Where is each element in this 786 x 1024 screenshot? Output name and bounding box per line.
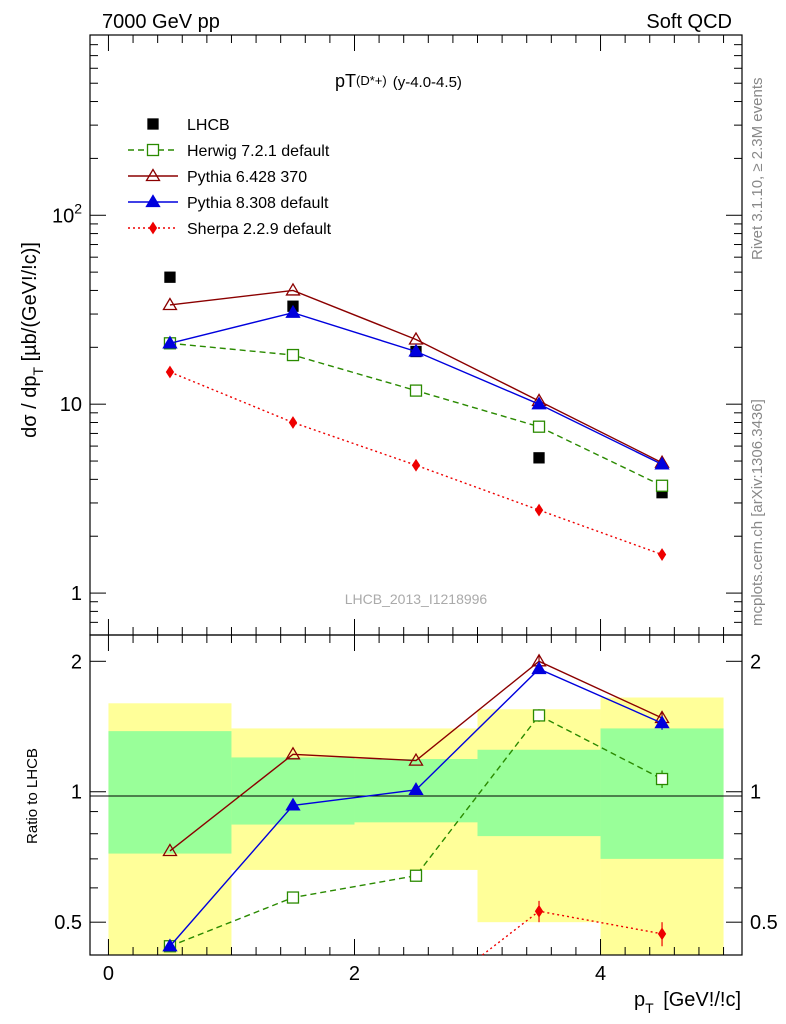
- data-point: [532, 420, 546, 433]
- rivet-label: Rivet 3.1.10, ≥ 2.3M events: [749, 78, 766, 261]
- y-tick-label: 0.5: [54, 912, 82, 934]
- ratio-series-pythia-8-308-default: [162, 661, 670, 952]
- x-tick-labels: 0 2 4: [103, 963, 606, 985]
- ratio-point: [409, 869, 423, 882]
- ratio-y-axis-label: Ratio to LHCB: [24, 748, 41, 844]
- data-point: [411, 458, 421, 472]
- data-point: [408, 343, 424, 357]
- data-point: [531, 396, 547, 410]
- ratio-point: [408, 752, 424, 766]
- y-tick-label-right: 0.5: [750, 912, 778, 934]
- ratio-point: [285, 797, 301, 811]
- y-tick-label-right: 2: [750, 651, 761, 673]
- ratio-series-sherpa-2-2-9-default: [482, 900, 667, 956]
- legend-label: LHCB: [187, 117, 230, 134]
- ratio-ticks: [90, 635, 742, 955]
- data-point: [657, 548, 667, 561]
- legend-label: Sherpa 2.2.9 default: [187, 221, 332, 238]
- legend-entry: Sherpa 2.2.9 default: [128, 221, 332, 238]
- data-point: [285, 304, 301, 318]
- title-main: pT: [335, 71, 356, 91]
- main-ticks: [90, 34, 742, 636]
- ratio-point: [162, 843, 178, 857]
- x-tick-label: 4: [595, 963, 606, 985]
- data-point: [533, 452, 545, 464]
- ratio-point: [654, 715, 670, 729]
- ratio-point: [532, 709, 546, 722]
- ratio-panel: 0.5 0.5 1 1 2 2 Ratio to LHCB 0 2 4 pT [GeV!/!c…: [24, 634, 778, 1016]
- data-point: [162, 335, 178, 349]
- ratio-frame: [89, 634, 743, 956]
- y-tick-label: 1: [71, 583, 82, 605]
- series-pythia-8-308-default: [162, 304, 670, 470]
- header-right: Soft QCD: [646, 11, 732, 33]
- ratio-point: [655, 772, 669, 786]
- data-point: [655, 479, 669, 492]
- x-tick-label: 0: [103, 963, 114, 985]
- legend-label: Herwig 7.2.1 default: [187, 143, 330, 160]
- legend-marker: [145, 194, 161, 208]
- series-line: [169, 289, 663, 464]
- data-point: [286, 348, 300, 362]
- main-series: [162, 271, 670, 561]
- ratio-point: [285, 746, 301, 760]
- ratio-line: [169, 714, 663, 947]
- x-tick-label: 2: [349, 963, 360, 985]
- data-point: [165, 365, 175, 379]
- series-sherpa-2-2-9-default: [165, 365, 667, 561]
- ratio-point: [531, 661, 547, 675]
- analysis-watermark: LHCB_2013_I1218996: [345, 591, 488, 607]
- data-point: [654, 456, 670, 470]
- ratio-tick-labels: 0.5 0.5 1 1 2 2: [54, 651, 778, 934]
- ratio-point: [162, 938, 178, 952]
- ratio-series: [162, 653, 670, 956]
- data-point: [534, 503, 544, 517]
- ratio-point: [657, 927, 667, 941]
- x-axis-label: pT [GeV!/!c]: [634, 989, 741, 1016]
- ratio-point: [534, 904, 544, 918]
- main-panel: 1 10 102 pT(D*+) (y-4.0-4.5) dσ / dpT [µb/(…: [19, 34, 743, 636]
- legend-marker: [148, 221, 158, 235]
- green-band: [600, 728, 724, 859]
- main-y-axis-label: dσ / dpT [µb/(GeV!/!c)]: [19, 242, 46, 438]
- title-sup: (D*+): [356, 73, 387, 88]
- ratio-line: [169, 660, 663, 852]
- green-band: [477, 749, 601, 837]
- green-band: [108, 731, 232, 854]
- header-left: 7000 GeV pp: [102, 11, 220, 33]
- y-tick-label: 2: [71, 651, 82, 673]
- ratio-point: [408, 782, 424, 796]
- data-point: [162, 297, 178, 311]
- data-point: [409, 384, 423, 397]
- chart-title: pT(D*+) (y-4.0-4.5): [335, 71, 462, 91]
- legend-entry: Herwig 7.2.1 default: [128, 143, 330, 160]
- y-tick-label-right: 1: [750, 782, 761, 804]
- main-tick-labels: 1 10 102: [52, 200, 82, 605]
- data-point: [288, 416, 298, 429]
- title-rest: (y-4.0-4.5): [393, 74, 462, 91]
- legend-label: Pythia 6.428 370: [187, 169, 307, 186]
- series-pythia-6-428-370: [162, 282, 670, 468]
- y-tick-label: 102: [52, 200, 82, 227]
- legend-entry: Pythia 6.428 370: [128, 168, 307, 186]
- legend-entry: LHCB: [147, 117, 230, 134]
- y-tick-label: 10: [60, 394, 82, 416]
- data-point: [164, 271, 176, 283]
- ratio-point: [286, 891, 300, 904]
- legend-entry: Pythia 8.308 default: [128, 194, 329, 212]
- data-point: [285, 282, 301, 296]
- legend-marker: [145, 168, 161, 182]
- legend-marker: [146, 143, 160, 157]
- legend: LHCB Herwig 7.2.1 default Pythia 6.428 370…: [128, 117, 332, 238]
- legend-label: Pythia 8.308 default: [187, 195, 329, 212]
- mcplots-label: mcplots.cern.ch [arXiv:1306.3436]: [749, 399, 766, 626]
- legend-marker: [147, 118, 159, 130]
- green-band: [231, 757, 355, 825]
- y-tick-label: 1: [71, 782, 82, 804]
